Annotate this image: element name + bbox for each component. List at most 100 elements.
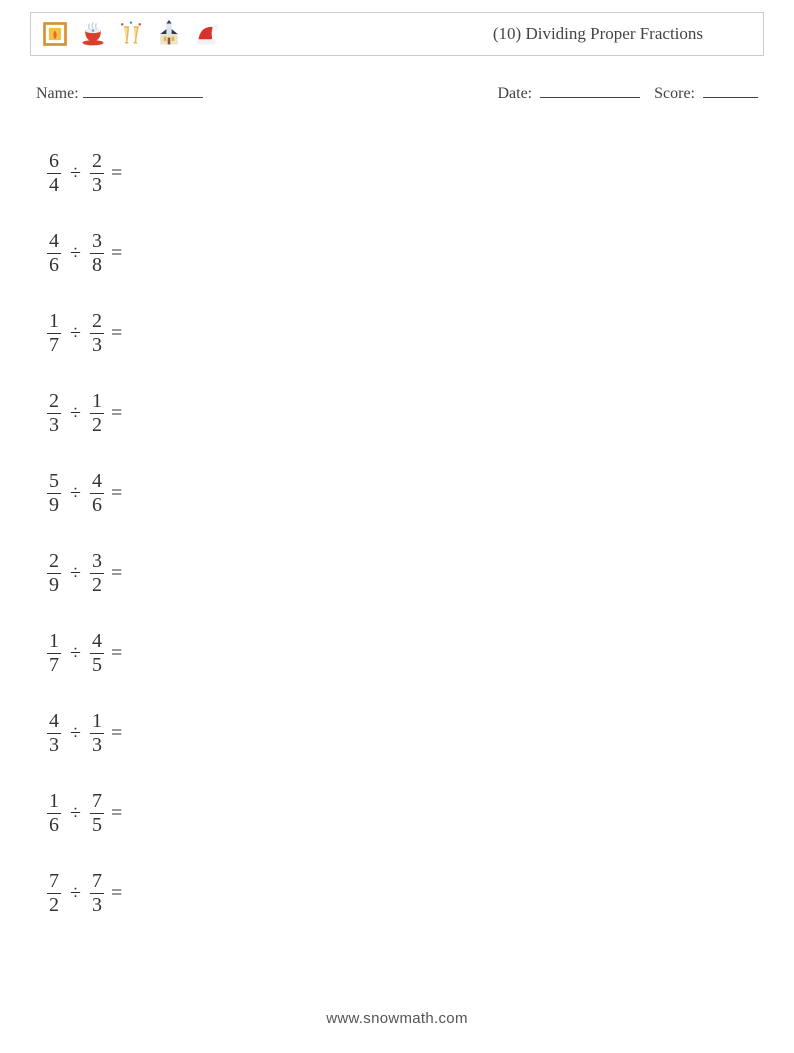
name-label: Name: — [36, 85, 79, 103]
fraction-b-num: 7 — [90, 791, 104, 813]
fraction-b-num: 1 — [90, 391, 104, 413]
operator: ÷ — [70, 562, 81, 585]
worksheet-title: (10) Dividing Proper Fractions — [493, 24, 753, 44]
footer-url: www.snowmath.com — [0, 1010, 794, 1027]
name-field: Name: — [36, 84, 203, 103]
fraction-b-den: 8 — [90, 253, 104, 276]
fraction-a-den: 7 — [47, 333, 61, 356]
hot-cup-icon — [79, 20, 107, 48]
fraction-a: 17 — [46, 311, 62, 356]
operator: ÷ — [70, 802, 81, 825]
equals: = — [111, 322, 122, 345]
fraction-b-num: 3 — [90, 551, 104, 573]
fraction-b-num: 3 — [90, 231, 104, 253]
fraction-a: 64 — [46, 151, 62, 196]
equals: = — [111, 642, 122, 665]
operator: ÷ — [70, 482, 81, 505]
problem-row: 29÷32= — [46, 533, 764, 613]
equals: = — [111, 162, 122, 185]
fraction-a-num: 2 — [47, 551, 61, 573]
score-field: Score: — [654, 84, 758, 103]
score-label: Score: — [654, 85, 695, 102]
header: (10) Dividing Proper Fractions — [30, 12, 764, 56]
equals: = — [111, 802, 122, 825]
fraction-b: 23 — [89, 311, 105, 356]
problem-row: 17 ÷ 23 = — [46, 293, 764, 373]
fraction-a-num: 1 — [47, 791, 61, 813]
name-blank[interactable] — [83, 84, 203, 98]
equals: = — [111, 402, 122, 425]
fraction-a-num: 1 — [47, 631, 61, 653]
fraction-b: 38 — [89, 231, 105, 276]
fraction-a-num: 6 — [47, 151, 61, 173]
fraction-a: 72 — [46, 871, 62, 916]
problem-row: 43÷13= — [46, 693, 764, 773]
problem-row: 64 ÷ 23 = — [46, 133, 764, 213]
date-label: Date: — [497, 85, 532, 102]
score-blank[interactable] — [703, 84, 758, 98]
fraction-a: 43 — [46, 711, 62, 756]
fraction-b-den: 6 — [90, 493, 104, 516]
fraction-b: 75 — [89, 791, 105, 836]
date-field: Date: — [497, 84, 640, 103]
fraction-a-num: 2 — [47, 391, 61, 413]
worksheet-page: (10) Dividing Proper Fractions Name: Dat… — [0, 0, 794, 1053]
fraction-a: 16 — [46, 791, 62, 836]
date-blank[interactable] — [540, 84, 640, 98]
operator: ÷ — [70, 642, 81, 665]
fraction-b-den: 3 — [90, 893, 104, 916]
fraction-b: 45 — [89, 631, 105, 676]
fraction-a-num: 7 — [47, 871, 61, 893]
fraction-b: 13 — [89, 711, 105, 756]
equals: = — [111, 882, 122, 905]
fraction-b-den: 2 — [90, 573, 104, 596]
fraction-b-num: 4 — [90, 471, 104, 493]
equals: = — [111, 482, 122, 505]
fraction-a-den: 4 — [47, 173, 61, 196]
operator: ÷ — [70, 162, 81, 185]
problem-row: 17 ÷ 45 = — [46, 613, 764, 693]
operator: ÷ — [70, 402, 81, 425]
fraction-a-num: 1 — [47, 311, 61, 333]
fraction-b: 23 — [89, 151, 105, 196]
fraction-b-num: 2 — [90, 151, 104, 173]
fraction-a: 46 — [46, 231, 62, 276]
fraction-a-den: 7 — [47, 653, 61, 676]
cheers-glasses-icon — [117, 20, 145, 48]
equals: = — [111, 722, 122, 745]
fraction-a-den: 6 — [47, 813, 61, 836]
fraction-a-den: 2 — [47, 893, 61, 916]
santa-hat-icon — [193, 20, 221, 48]
problem-row: 59 ÷ 46 = — [46, 453, 764, 533]
fraction-a-den: 9 — [47, 573, 61, 596]
fraction-a-den: 9 — [47, 493, 61, 516]
header-icons — [41, 20, 221, 48]
fraction-b: 73 — [89, 871, 105, 916]
fraction-a-den: 6 — [47, 253, 61, 276]
fraction-a: 59 — [46, 471, 62, 516]
problem-row: 46÷38= — [46, 213, 764, 293]
fraction-b-den: 5 — [90, 653, 104, 676]
fraction-b-num: 1 — [90, 711, 104, 733]
fraction-b-den: 3 — [90, 173, 104, 196]
fraction-a-num: 5 — [47, 471, 61, 493]
fraction-b-num: 7 — [90, 871, 104, 893]
fraction-a: 29 — [46, 551, 62, 596]
fraction-b-num: 2 — [90, 311, 104, 333]
problem-row: 16 ÷ 75 = — [46, 773, 764, 853]
fraction-a-den: 3 — [47, 413, 61, 436]
operator: ÷ — [70, 322, 81, 345]
problem-row: 23÷12= — [46, 373, 764, 453]
fraction-b-den: 2 — [90, 413, 104, 436]
operator: ÷ — [70, 882, 81, 905]
fireplace-icon — [41, 20, 69, 48]
church-icon — [155, 20, 183, 48]
operator: ÷ — [70, 722, 81, 745]
fraction-b: 46 — [89, 471, 105, 516]
fraction-a-den: 3 — [47, 733, 61, 756]
fraction-a: 17 — [46, 631, 62, 676]
problems-list: 64÷23=46÷38=17÷23=23÷12=59÷46=29÷32=17÷4… — [30, 133, 764, 933]
fraction-b: 32 — [89, 551, 105, 596]
fraction-b-den: 5 — [90, 813, 104, 836]
fraction-a-num: 4 — [47, 711, 61, 733]
